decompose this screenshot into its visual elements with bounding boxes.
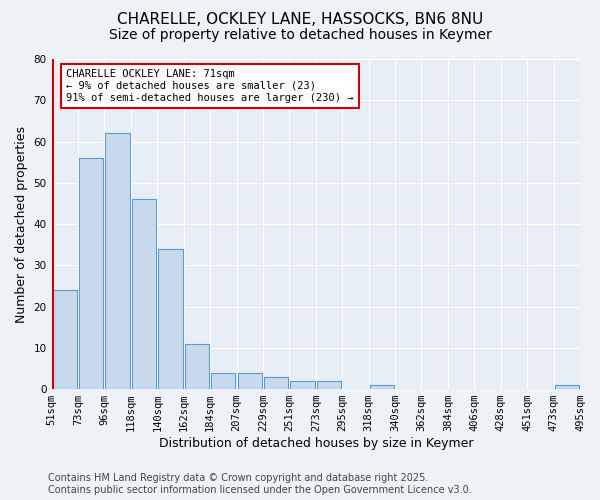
Text: Size of property relative to detached houses in Keymer: Size of property relative to detached ho… <box>109 28 491 42</box>
Bar <box>53 290 77 389</box>
Bar <box>264 376 288 389</box>
Bar <box>79 158 103 389</box>
Bar <box>238 372 262 389</box>
Bar <box>290 381 315 389</box>
Bar <box>554 385 579 389</box>
Text: CHARELLE, OCKLEY LANE, HASSOCKS, BN6 8NU: CHARELLE, OCKLEY LANE, HASSOCKS, BN6 8NU <box>117 12 483 28</box>
Bar <box>317 381 341 389</box>
Y-axis label: Number of detached properties: Number of detached properties <box>15 126 28 322</box>
Bar <box>132 200 156 389</box>
X-axis label: Distribution of detached houses by size in Keymer: Distribution of detached houses by size … <box>158 437 473 450</box>
Text: Contains HM Land Registry data © Crown copyright and database right 2025.
Contai: Contains HM Land Registry data © Crown c… <box>48 474 472 495</box>
Bar <box>211 372 235 389</box>
Text: CHARELLE OCKLEY LANE: 71sqm
← 9% of detached houses are smaller (23)
91% of semi: CHARELLE OCKLEY LANE: 71sqm ← 9% of deta… <box>66 70 353 102</box>
Bar <box>158 249 182 389</box>
Bar <box>370 385 394 389</box>
Bar <box>106 134 130 389</box>
Bar <box>185 344 209 389</box>
